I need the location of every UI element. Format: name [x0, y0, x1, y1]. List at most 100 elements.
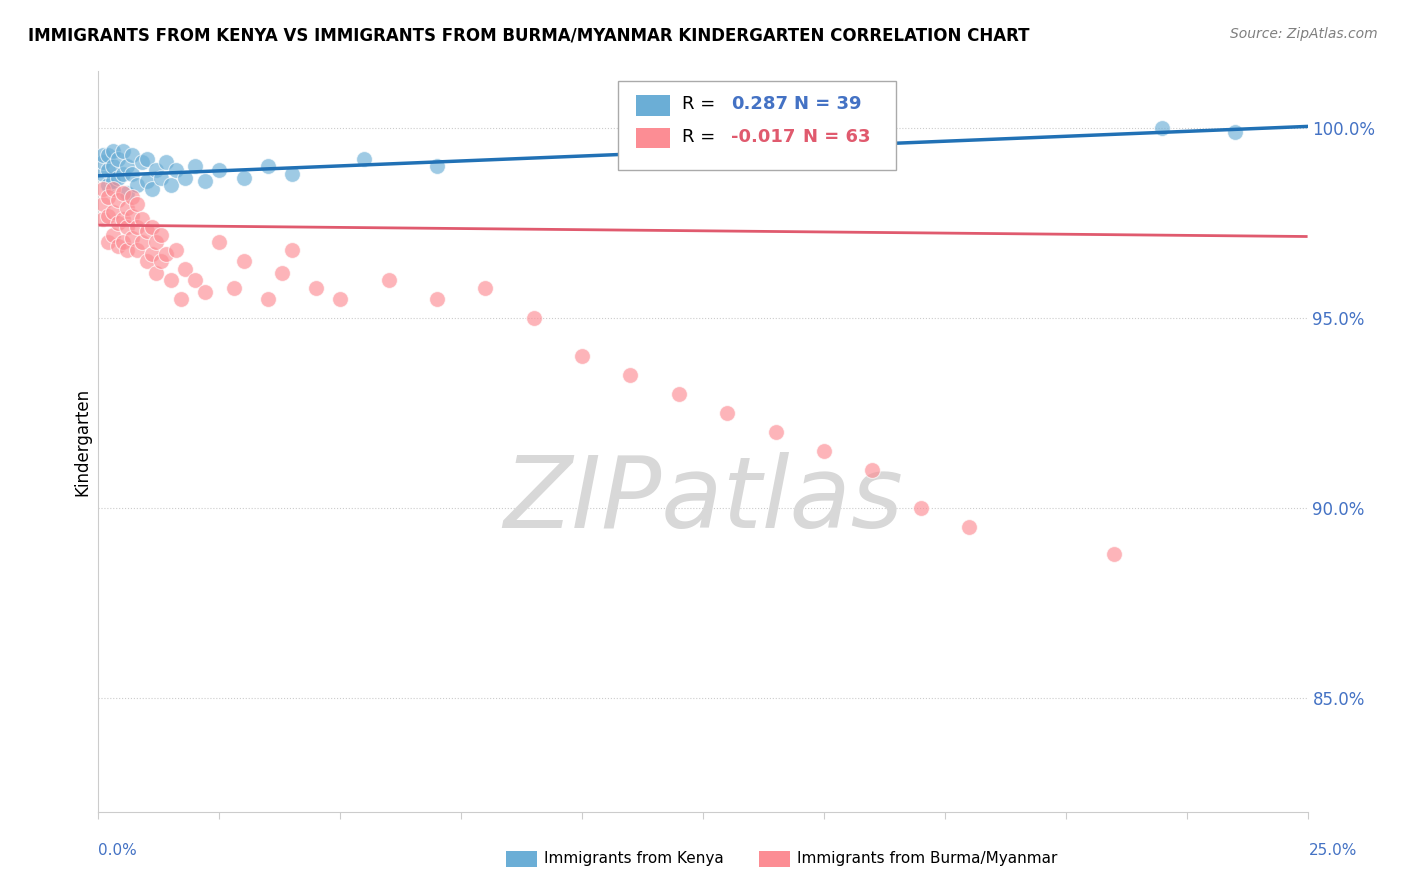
Point — [377, 273, 399, 287]
Text: ZIPatlas: ZIPatlas — [503, 452, 903, 549]
Text: N = 63: N = 63 — [803, 128, 870, 145]
Bar — [637, 128, 671, 148]
Point — [184, 273, 207, 287]
Point — [97, 148, 120, 162]
Point — [91, 148, 114, 162]
Point — [91, 167, 114, 181]
Point — [121, 231, 143, 245]
Point — [165, 163, 187, 178]
Point — [281, 243, 304, 257]
Point — [765, 425, 787, 439]
Point — [1223, 125, 1246, 139]
Point — [150, 227, 173, 242]
Point — [127, 220, 149, 235]
Text: R =: R = — [682, 128, 721, 145]
Point — [256, 159, 278, 173]
Point — [957, 520, 980, 534]
Text: Immigrants from Kenya: Immigrants from Kenya — [544, 851, 724, 865]
Point — [101, 227, 124, 242]
Point — [165, 243, 187, 257]
Point — [222, 281, 245, 295]
Point — [232, 170, 254, 185]
Point — [101, 174, 124, 188]
Point — [155, 155, 177, 169]
Text: N = 39: N = 39 — [793, 95, 862, 113]
Point — [117, 159, 139, 173]
Point — [155, 246, 177, 260]
Point — [281, 167, 304, 181]
Point — [813, 128, 835, 143]
Point — [101, 159, 124, 173]
Text: Source: ZipAtlas.com: Source: ZipAtlas.com — [1230, 27, 1378, 41]
Point — [107, 152, 129, 166]
Point — [619, 368, 641, 383]
Point — [141, 220, 163, 235]
Point — [111, 186, 134, 200]
Point — [474, 281, 496, 295]
Point — [194, 285, 217, 299]
Point — [208, 235, 231, 250]
Point — [329, 292, 352, 306]
Point — [135, 224, 157, 238]
Point — [121, 209, 143, 223]
Point — [910, 500, 932, 515]
Point — [111, 144, 134, 158]
Point — [111, 167, 134, 181]
Point — [107, 216, 129, 230]
Point — [135, 152, 157, 166]
Point — [131, 235, 153, 250]
Point — [160, 178, 183, 193]
Point — [101, 144, 124, 158]
Point — [101, 204, 124, 219]
Point — [523, 311, 546, 326]
Point — [117, 186, 139, 200]
Point — [813, 444, 835, 458]
Point — [91, 155, 114, 169]
Point — [127, 197, 149, 211]
Point — [232, 254, 254, 268]
Point — [305, 281, 328, 295]
Point — [117, 201, 139, 215]
Point — [111, 212, 134, 227]
Point — [716, 406, 738, 420]
Point — [107, 239, 129, 253]
Point — [121, 189, 143, 203]
Point — [131, 212, 153, 227]
Y-axis label: Kindergarten: Kindergarten — [73, 387, 91, 496]
Point — [117, 243, 139, 257]
Point — [127, 178, 149, 193]
Point — [145, 266, 167, 280]
Point — [97, 163, 120, 178]
Point — [194, 174, 217, 188]
Bar — [637, 95, 671, 116]
Point — [97, 235, 120, 250]
Point — [101, 182, 124, 196]
Point — [97, 178, 120, 193]
Point — [208, 163, 231, 178]
Point — [141, 182, 163, 196]
FancyBboxPatch shape — [619, 81, 897, 169]
Point — [571, 349, 593, 363]
Point — [111, 235, 134, 250]
Text: R =: R = — [682, 95, 721, 113]
Point — [135, 254, 157, 268]
Point — [184, 159, 207, 173]
Text: 0.287: 0.287 — [731, 95, 787, 113]
Point — [145, 163, 167, 178]
Point — [271, 266, 294, 280]
Text: 0.0%: 0.0% — [98, 843, 138, 858]
Point — [107, 170, 129, 185]
Point — [169, 292, 191, 306]
Point — [668, 387, 690, 401]
Point — [121, 148, 143, 162]
Text: -0.017: -0.017 — [731, 128, 796, 145]
Point — [150, 170, 173, 185]
Point — [174, 261, 197, 276]
Point — [121, 167, 143, 181]
Point — [131, 155, 153, 169]
Point — [426, 159, 449, 173]
Point — [127, 243, 149, 257]
Point — [91, 212, 114, 227]
Point — [141, 246, 163, 260]
Point — [1152, 121, 1174, 136]
